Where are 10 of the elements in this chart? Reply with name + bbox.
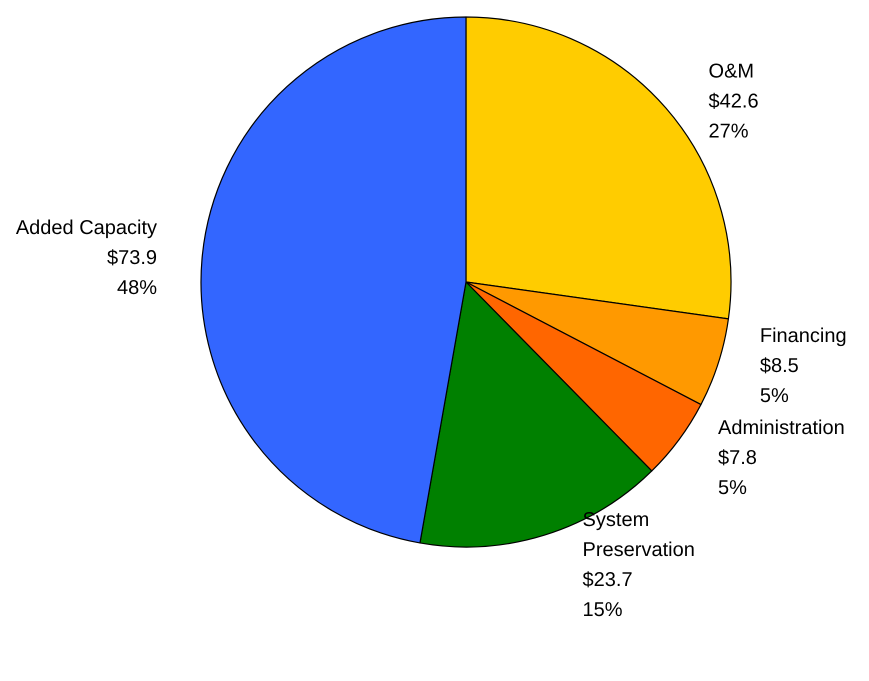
slice-label: Added Capacity: [16, 217, 158, 240]
data-label: $8.5 5%: [760, 354, 799, 407]
slice-label: System Preservation: [582, 508, 695, 561]
data-label: $42.6 27%: [708, 90, 759, 143]
slice-label: Financing: [760, 324, 847, 347]
slice-label: Administration: [718, 416, 845, 439]
data-label: $23.7 15%: [582, 568, 633, 621]
data-label: $73.9 48%: [106, 247, 158, 300]
data-label: $7.8 5%: [718, 446, 757, 499]
slice-label: O&M: [708, 60, 754, 83]
